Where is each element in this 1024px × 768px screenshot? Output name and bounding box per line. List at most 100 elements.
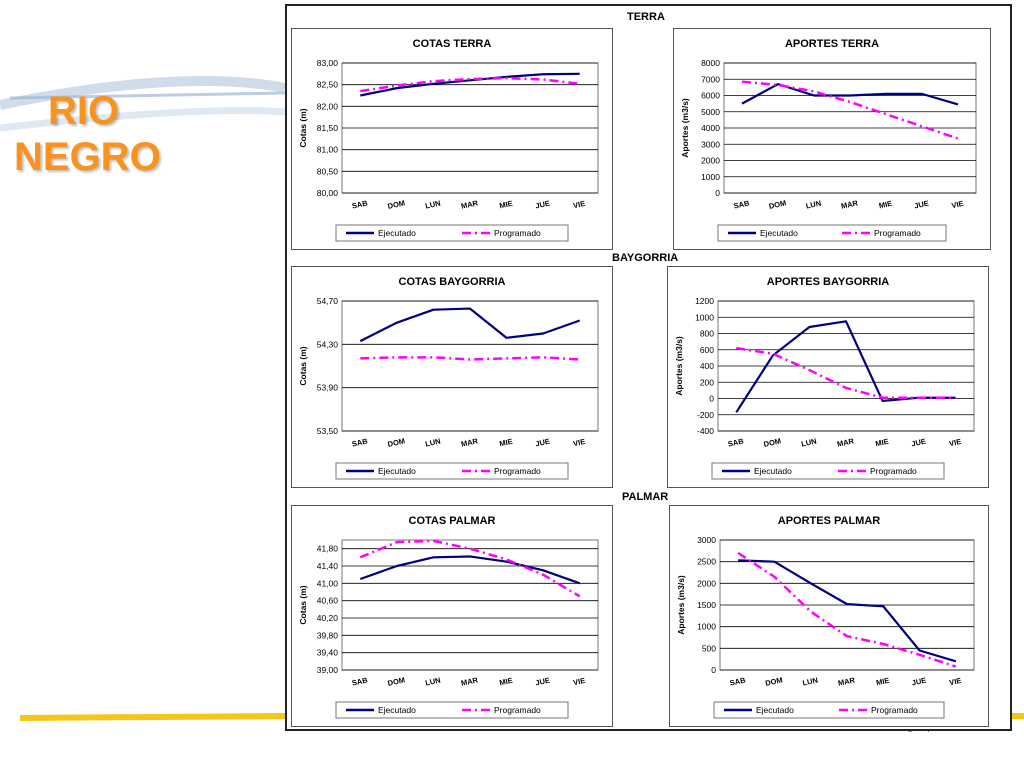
series-line-programado [736,346,956,399]
y-tick-label: 0 [711,665,716,675]
x-tick-label: VIE [948,437,962,448]
legend-label: Programado [871,705,918,715]
chart-title: COTAS TERRA [413,38,492,50]
x-tick-label: LUN [805,199,822,211]
x-tick-label: MAR [840,198,859,210]
y-axis-label: Cotas (m) [298,346,308,385]
chart-aportes-baygorria: APORTES BAYGORRIA -400 -200 0 200 400 600 800 10… [667,266,989,488]
series-line-ejecutado [741,83,959,106]
x-tick-label: LUN [800,437,817,449]
chart-svg-cotas-terra: COTAS TERRA 80,00 80,50 81,00 81,50 82,00 82,5… [298,38,599,242]
x-tick-label: SAB [729,675,747,687]
legend-box [717,224,947,242]
y-tick-label: 3000 [697,535,716,545]
x-tick-label: VIE [572,437,586,448]
y-tick-label: 4000 [701,123,720,133]
y-tick-label: 81,00 [317,145,339,155]
x-tick-label: MIE [875,437,890,449]
y-tick-label: 54,70 [317,296,339,306]
series-line-ejecutado [360,72,580,97]
y-tick-label: 1000 [701,172,720,182]
y-tick-label: 2500 [697,557,716,567]
y-tick-label: 39,00 [317,665,339,675]
y-axis-label: Aportes (m3/s) [674,336,684,396]
x-tick-label: JUE [911,676,927,688]
x-tick-label: JUE [911,437,927,449]
x-tick-label: SAB [727,436,745,448]
x-tick-label: MIE [499,437,514,449]
series-line-programado [360,356,580,361]
legend-label: Ejecutado [378,466,416,476]
x-tick-label: VIE [951,199,965,210]
y-tick-label: 80,00 [317,188,339,198]
y-tick-label: 0 [715,188,720,198]
y-tick-label: 1200 [695,296,714,306]
y-tick-label: 2000 [701,156,720,166]
legend-box [335,701,569,719]
y-tick-label: 0 [709,394,714,404]
chart-svg-cotas-baygorria: COTAS BAYGORRIA 53,50 53,90 54,30 54,70 SAB DO… [298,276,599,480]
y-tick-label: 3000 [701,139,720,149]
y-tick-label: 40,60 [317,596,339,606]
y-tick-label: 81,50 [317,123,339,133]
x-tick-label: MIE [499,676,514,688]
x-tick-label: MIE [878,199,893,211]
chart-aportes-palmar: APORTES PALMAR 0 500 1000 1500 2000 2500 3000 SA… [669,505,989,727]
y-tick-label: 7000 [701,74,720,84]
x-tick-label: SAB [733,198,751,210]
x-tick-label: MAR [460,198,479,210]
x-tick-label: VIE [948,676,962,687]
chart-title: APORTES BAYGORRIA [767,276,890,288]
y-tick-label: -400 [697,426,714,436]
x-tick-label: MIE [875,676,890,688]
series-line-ejecutado [359,307,581,343]
slide-title: RIO NEGRO [14,88,174,180]
y-tick-label: 2000 [697,578,716,588]
section-title-terra: TERRA [627,11,665,23]
y-tick-label: 400 [700,361,714,371]
chart-cotas-palmar: COTAS PALMAR 39,00 39,40 39,80 40,20 40,60 41,… [291,505,613,727]
x-tick-label: SAB [351,198,369,210]
chart-title: COTAS BAYGORRIA [399,276,506,288]
y-tick-label: 1000 [695,312,714,322]
chart-svg-aportes-palmar: APORTES PALMAR 0 500 1000 1500 2000 2500 3000 SA… [676,515,975,719]
charts-panel: TERRA BAYGORRIA PALMAR COTAS TERRA 80,00 8… [285,4,1012,731]
y-tick-label: 800 [700,329,714,339]
chart-cotas-terra: COTAS TERRA 80,00 80,50 81,00 81,50 82,00 82,5… [291,28,613,250]
y-tick-label: 5000 [701,107,720,117]
x-tick-label: LUN [424,437,441,449]
y-tick-label: 41,00 [317,578,339,588]
chart-title: APORTES PALMAR [778,515,881,527]
chart-svg-aportes-baygorria: APORTES BAYGORRIA -400 -200 0 200 400 600 800 10… [674,276,975,480]
x-tick-label: MAR [460,675,479,687]
y-tick-label: 8000 [701,58,720,68]
chart-cotas-baygorria: COTAS BAYGORRIA 53,50 53,90 54,30 54,70 SAB DO… [291,266,613,488]
legend-label: Ejecutado [378,228,416,238]
x-tick-label: MAR [460,436,479,448]
legend-label: Ejecutado [760,228,798,238]
y-tick-label: 39,80 [317,630,339,640]
x-tick-label: SAB [351,436,369,448]
y-tick-label: -200 [697,410,714,420]
x-tick-label: MAR [836,436,855,448]
y-tick-label: 80,50 [317,166,339,176]
y-tick-label: 1000 [697,622,716,632]
x-tick-label: DOM [763,436,782,448]
y-axis-label: Aportes (m3/s) [676,575,686,635]
legend-label: Programado [494,228,541,238]
x-tick-label: DOM [764,675,783,687]
x-tick-label: LUN [802,676,819,688]
x-tick-label: LUN [424,676,441,688]
section-title-baygorria: BAYGORRIA [612,252,679,264]
plot-area [341,539,599,671]
x-tick-label: VIE [572,676,586,687]
y-tick-label: 53,50 [317,426,339,436]
y-tick-label: 53,90 [317,383,339,393]
y-tick-label: 40,20 [317,613,339,623]
y-tick-label: 82,00 [317,101,339,111]
legend-label: Ejecutado [754,466,792,476]
slide-title-line1: RIO [48,89,120,133]
chart-title: APORTES TERRA [785,38,879,50]
x-tick-label: JUE [535,199,551,211]
legend-label: Ejecutado [756,705,794,715]
